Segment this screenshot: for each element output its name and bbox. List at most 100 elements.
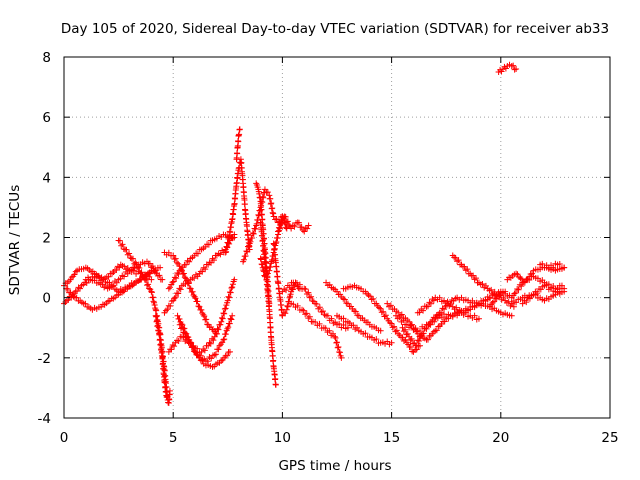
data-point: [218, 318, 225, 325]
data-point: [471, 304, 478, 311]
data-point: [530, 291, 537, 298]
data-point: [421, 325, 428, 332]
data-point: [365, 292, 372, 299]
data-point: [201, 347, 208, 354]
data-point: [72, 268, 79, 275]
data-point: [302, 225, 309, 232]
data-point: [312, 319, 319, 326]
data-point: [241, 201, 248, 208]
data-point: [187, 285, 194, 292]
data-point: [304, 225, 311, 232]
data-point: [391, 323, 398, 330]
data-point: [511, 290, 518, 297]
x-tick-label: 15: [383, 430, 400, 446]
data-point: [295, 219, 302, 226]
data-point: [386, 319, 393, 326]
data-point: [148, 289, 155, 296]
data-point: [282, 213, 289, 220]
data-point: [400, 328, 407, 335]
data-point: [283, 306, 290, 313]
data-point: [153, 307, 160, 314]
data-point: [493, 295, 500, 302]
data-point: [181, 274, 188, 281]
data-point: [561, 264, 568, 271]
data-point: [236, 126, 243, 133]
data-point: [228, 316, 235, 323]
data-point: [153, 313, 160, 320]
data-point: [68, 274, 75, 281]
data-point: [234, 150, 241, 157]
data-point: [517, 275, 524, 282]
data-point: [479, 280, 486, 287]
y-axis-label: SDTVAR / TECUs: [7, 185, 23, 295]
data-point: [334, 344, 341, 351]
data-point: [186, 340, 193, 347]
data-point: [167, 303, 174, 310]
data-point: [289, 286, 296, 293]
data-point: [523, 276, 530, 283]
data-point: [449, 313, 456, 320]
x-tick-label: 20: [492, 430, 509, 446]
data-point: [534, 290, 541, 297]
data-point: [272, 381, 279, 388]
data-point: [263, 259, 270, 266]
data-point: [199, 268, 206, 275]
data-point: [225, 324, 232, 331]
data-point: [220, 310, 227, 317]
data-point: [367, 293, 374, 300]
data-point: [301, 285, 308, 292]
data-point: [70, 293, 77, 300]
data-point: [268, 200, 275, 207]
data-point: [287, 291, 294, 298]
data-point: [316, 304, 323, 311]
data-point: [388, 339, 395, 346]
data-point: [195, 303, 202, 310]
data-point: [272, 375, 279, 382]
data-point: [408, 335, 415, 342]
data-point: [151, 301, 158, 308]
data-point: [215, 346, 222, 353]
y-tick-label: 4: [42, 170, 51, 186]
data-point: [226, 294, 233, 301]
data-point: [416, 309, 423, 316]
data-point: [426, 299, 433, 306]
data-point: [119, 287, 126, 294]
data-point: [526, 273, 533, 280]
data-point: [473, 275, 480, 282]
data-point: [298, 223, 305, 230]
data-point: [408, 322, 415, 329]
data-point: [219, 339, 226, 346]
data-point: [295, 285, 302, 292]
data-point: [370, 295, 377, 302]
x-tick-label: 5: [169, 430, 178, 446]
data-point: [131, 260, 138, 267]
data-point: [106, 279, 113, 286]
data-point: [264, 270, 271, 277]
data-point: [191, 275, 198, 282]
data-point: [430, 297, 437, 304]
data-point: [231, 234, 238, 241]
data-point: [475, 315, 482, 322]
data-point: [226, 320, 233, 327]
data-point: [179, 324, 186, 331]
data-point: [168, 346, 175, 353]
data-point: [402, 326, 409, 333]
data-point: [425, 336, 431, 343]
data-point: [376, 304, 383, 311]
data-point: [455, 257, 462, 264]
data-point: [306, 294, 313, 301]
y-tick-label: 2: [42, 231, 51, 247]
data-point: [145, 281, 152, 288]
data-point: [225, 293, 232, 300]
data-point: [257, 207, 264, 214]
data-point: [67, 276, 74, 283]
data-point: [247, 238, 254, 245]
data-point: [414, 337, 421, 344]
data-point: [73, 294, 80, 301]
data-point: [83, 280, 90, 287]
data-point: [267, 263, 274, 270]
data-point: [169, 279, 176, 286]
data-point: [218, 357, 225, 364]
data-point: [300, 307, 307, 314]
data-point: [438, 309, 445, 316]
